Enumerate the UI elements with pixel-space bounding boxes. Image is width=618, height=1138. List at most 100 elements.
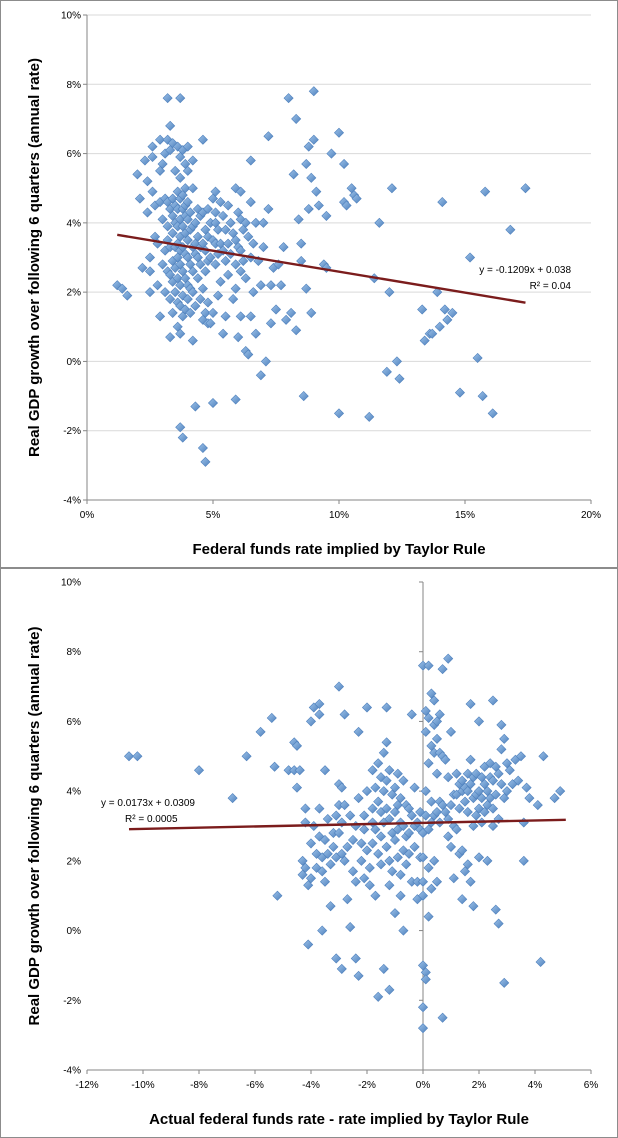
data-point [395, 890, 406, 901]
data-point [345, 922, 356, 933]
data-point [409, 841, 420, 852]
data-point [297, 869, 308, 880]
data-point [187, 155, 198, 166]
data-point [235, 186, 246, 197]
data-point [207, 193, 219, 204]
data-point [462, 786, 473, 797]
data-point [535, 956, 546, 967]
data-point [439, 304, 450, 315]
x-tick-label: 0% [80, 510, 95, 521]
y-tick-label: 8% [67, 647, 82, 658]
data-point [175, 280, 186, 291]
data-point [487, 408, 498, 419]
data-point [356, 855, 367, 866]
data-point [482, 855, 493, 866]
y-axis-title: Real GDP growth over following 6 quarter… [26, 627, 43, 1026]
data-point [459, 866, 471, 877]
data-point [417, 304, 428, 315]
data-point [195, 259, 206, 270]
data-point [482, 786, 493, 797]
data-point [162, 221, 173, 232]
scatter-chart-rate-gap: -4% -2% 0% 2% 4% 6% 8% 10% -12% -10% -8% -6% -4% -2% 0… [26, 578, 598, 1129]
data-point [215, 276, 226, 287]
data-point [384, 287, 395, 298]
data-point [431, 807, 443, 818]
data-point [317, 866, 328, 877]
data-point [403, 803, 415, 814]
data-point [240, 217, 251, 228]
data-point [331, 953, 342, 964]
data-point [342, 841, 353, 852]
data-point [419, 335, 430, 346]
data-point [175, 172, 186, 183]
data-point [197, 443, 208, 454]
data-point [373, 991, 384, 1002]
data-point [445, 800, 457, 811]
data-point [190, 401, 201, 412]
data-point [518, 855, 529, 866]
y-tick-label: 2% [67, 856, 82, 867]
data-point [301, 158, 312, 169]
data-point [457, 894, 468, 905]
x-tick-label: 2% [472, 1080, 487, 1091]
data-point [501, 786, 513, 797]
x-tick-label: 15% [455, 510, 475, 521]
data-point [442, 314, 453, 325]
data-point [177, 432, 188, 443]
data-point [476, 772, 487, 783]
data-point [381, 841, 392, 852]
data-point [182, 235, 193, 246]
y-tick-label: 4% [67, 787, 82, 798]
data-point [139, 155, 150, 166]
data-point [429, 855, 440, 866]
data-point [157, 214, 168, 225]
data-point [395, 793, 406, 804]
data-point [473, 852, 485, 863]
data-point [479, 779, 490, 790]
x-tick-label: 20% [581, 510, 601, 521]
data-point [426, 883, 437, 894]
data-point [468, 820, 479, 832]
data-point [370, 824, 381, 835]
x-tick-label: 0% [416, 1080, 431, 1091]
data-point [538, 751, 549, 762]
data-point [220, 255, 231, 266]
data-point [394, 373, 405, 384]
data-point [223, 269, 234, 280]
data-point [350, 820, 361, 832]
data-point [353, 970, 364, 981]
data-point [308, 134, 319, 145]
data-point [472, 352, 483, 363]
data-point [417, 1002, 429, 1013]
data-point [361, 786, 373, 797]
data-point [281, 314, 292, 325]
data-point [291, 325, 302, 336]
data-point [197, 283, 208, 294]
data-point [520, 183, 531, 194]
data-point [457, 845, 468, 856]
data-point [429, 695, 440, 706]
data-point [367, 765, 378, 776]
data-point [375, 831, 387, 842]
data-point [170, 287, 181, 298]
data-point [381, 737, 392, 748]
data-point [423, 758, 434, 769]
data-point [243, 349, 254, 360]
y-tick-label: -4% [63, 496, 81, 507]
data-point [427, 328, 438, 339]
data-point [270, 304, 282, 315]
data-point [339, 800, 350, 811]
data-point [245, 197, 256, 208]
data-point [319, 834, 331, 845]
data-point [142, 207, 153, 218]
data-point [210, 259, 221, 270]
data-point [499, 733, 510, 744]
data-point [493, 918, 504, 929]
data-point [305, 716, 317, 727]
data-point [465, 876, 476, 887]
data-point [487, 803, 499, 814]
trendline [128, 818, 566, 831]
data-point [238, 255, 249, 266]
data-point [417, 852, 429, 863]
data-point [378, 963, 389, 974]
